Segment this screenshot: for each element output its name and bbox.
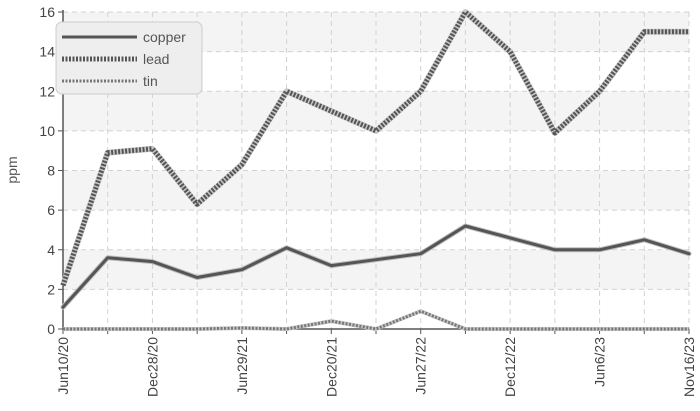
y-tick-label: 8 (47, 163, 55, 179)
legend-label-lead: lead (143, 51, 169, 67)
legend-item-lead[interactable]: lead (62, 51, 169, 67)
y-tick-labels: 0 2 4 6 8 10 12 14 16 (39, 4, 55, 337)
y-tick-label: 4 (47, 242, 55, 258)
legend-label-copper: copper (143, 29, 186, 45)
series-tin-line (63, 309, 689, 331)
x-tick-label: Dec28/20 (144, 337, 160, 397)
y-tick-label: 2 (47, 281, 55, 297)
x-tick-label: Jun10/20 (55, 337, 71, 395)
series-copper-line (61, 224, 691, 309)
x-tick-label: Jun27/22 (413, 337, 429, 395)
legend-item-tin[interactable]: tin (62, 73, 158, 89)
legend[interactable]: copper lead tin (55, 21, 203, 95)
x-tick-label: Jun29/21 (234, 337, 250, 395)
legend-label-tin: tin (143, 73, 158, 89)
y-tick-label: 0 (47, 321, 55, 337)
y-axis-label: ppm (4, 156, 20, 183)
y-tick-label: 14 (39, 44, 55, 60)
legend-item-copper[interactable]: copper (62, 29, 186, 45)
x-tick-label: Dec12/22 (502, 337, 518, 397)
y-tick-label: 10 (39, 123, 55, 139)
y-tick-label: 16 (39, 4, 55, 20)
series-lines (60, 9, 692, 331)
x-tick-labels: Jun10/20 Dec28/20 Jun29/21 Dec20/21 Jun27/22… (55, 337, 697, 397)
y-tick-label: 6 (47, 202, 55, 218)
x-tick-label: Jun6/23 (592, 337, 608, 387)
y-tick-label: 12 (39, 83, 55, 99)
x-tick-label: Nov16/23 (681, 337, 697, 397)
x-tick-label: Dec20/21 (323, 337, 339, 397)
series-lead-line (60, 9, 689, 287)
